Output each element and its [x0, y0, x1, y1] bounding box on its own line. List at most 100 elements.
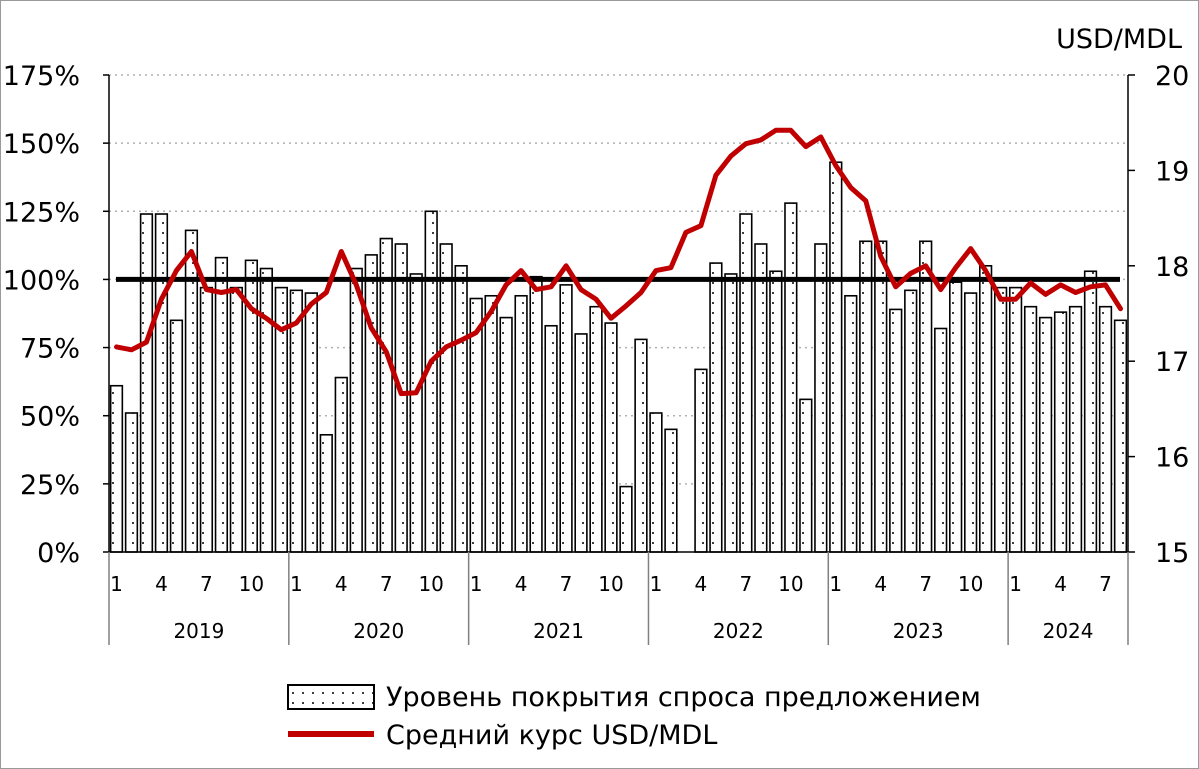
bar: [709, 262, 723, 553]
left-tick-label: 175%: [3, 61, 80, 92]
bar: [1113, 319, 1128, 553]
month-tick-label: 7: [919, 572, 932, 596]
bar: [574, 333, 588, 553]
bar: [514, 294, 528, 553]
tick-labels: 0%25%50%75%100%125%150%175%1516171819201…: [3, 61, 1190, 643]
year-label: 2019: [173, 619, 224, 643]
month-tick-label: 7: [380, 572, 393, 596]
bar: [409, 273, 423, 553]
bar: [439, 243, 453, 553]
bar: [859, 240, 873, 553]
legend-bar-swatch: [287, 684, 375, 710]
month-tick-label: 1: [470, 572, 483, 596]
axes: [103, 74, 1135, 645]
year-label: 2020: [353, 619, 404, 643]
legend-bar-label: Уровень покрытия спроса предложением: [386, 682, 981, 713]
legend: Уровень покрытия спроса предложением Сре…: [287, 682, 981, 751]
bar: [1083, 270, 1098, 553]
bar: [1023, 305, 1038, 553]
bar: [978, 264, 993, 553]
left-tick-label: 100%: [3, 265, 80, 296]
month-tick-label: 10: [239, 572, 264, 596]
left-tick-label: 125%: [3, 197, 80, 228]
bar: [694, 368, 708, 553]
bar: [379, 237, 393, 553]
year-label: 2024: [1043, 619, 1094, 643]
bar: [364, 254, 378, 553]
bar: [559, 284, 573, 553]
left-tick-label: 0%: [37, 538, 80, 569]
bar: [964, 292, 978, 553]
month-tick-label: 1: [110, 572, 123, 596]
bar: [1008, 286, 1023, 553]
month-tick-label: 7: [1099, 572, 1112, 596]
right-tick-label: 20: [1155, 61, 1189, 92]
bar: [109, 384, 124, 553]
bar: [949, 281, 963, 553]
bar: [739, 213, 753, 553]
legend-line-label: Средний курс USD/MDL: [386, 720, 717, 751]
right-tick-label: 15: [1155, 538, 1189, 569]
month-tick-label: 1: [290, 572, 303, 596]
month-tick-label: 7: [560, 572, 573, 596]
bar: [139, 213, 154, 553]
bar: [499, 316, 513, 553]
year-label: 2021: [533, 619, 584, 643]
bar: [289, 289, 303, 553]
bar: [844, 294, 858, 553]
bar: [724, 273, 738, 553]
bar: [604, 322, 618, 553]
right-tick-label: 16: [1155, 443, 1189, 474]
bar: [904, 289, 918, 553]
bar: [529, 275, 543, 553]
right-tick-label: 19: [1155, 156, 1189, 187]
bar: [1068, 305, 1083, 553]
bar: [394, 243, 408, 553]
bar: [424, 210, 438, 553]
right-axis-title: USD/MDL: [1056, 24, 1182, 55]
bar: [769, 270, 783, 553]
line-series: [114, 127, 1123, 397]
month-tick-label: 4: [515, 572, 528, 596]
month-tick-label: 4: [155, 572, 168, 596]
left-tick-label: 50%: [20, 402, 80, 433]
bar: [829, 161, 843, 553]
bar: [784, 202, 798, 553]
bar: [229, 286, 244, 553]
bar: [334, 376, 348, 553]
month-tick-label: 7: [200, 572, 213, 596]
bar: [814, 243, 828, 553]
month-tick-label: 10: [778, 572, 803, 596]
left-tick-label: 75%: [20, 334, 80, 365]
rate-line: [114, 127, 1123, 397]
right-tick-label: 18: [1155, 252, 1189, 283]
month-tick-label: 10: [598, 572, 623, 596]
year-label: 2022: [713, 619, 764, 643]
bar: [919, 240, 933, 553]
left-tick-label: 25%: [20, 470, 80, 501]
bar: [649, 412, 663, 553]
bar: [934, 327, 948, 553]
month-tick-label: 1: [650, 572, 663, 596]
bar: [589, 305, 603, 553]
bar: [349, 267, 363, 553]
month-tick-label: 1: [829, 572, 842, 596]
month-tick-label: 4: [695, 572, 708, 596]
bar: [454, 264, 468, 553]
bar: [1053, 311, 1068, 553]
bar: [754, 243, 768, 553]
month-tick-label: 10: [418, 572, 443, 596]
bar: [993, 286, 1008, 553]
bar: [799, 398, 813, 553]
bar: [124, 412, 139, 553]
bar: [484, 294, 498, 553]
bar: [664, 428, 678, 553]
year-label: 2023: [893, 619, 944, 643]
month-tick-label: 4: [874, 572, 887, 596]
bar: [634, 338, 648, 553]
bar: [154, 213, 169, 553]
bar: [199, 286, 214, 553]
bar: [214, 256, 229, 553]
bar: [874, 240, 888, 553]
month-tick-label: 7: [740, 572, 753, 596]
